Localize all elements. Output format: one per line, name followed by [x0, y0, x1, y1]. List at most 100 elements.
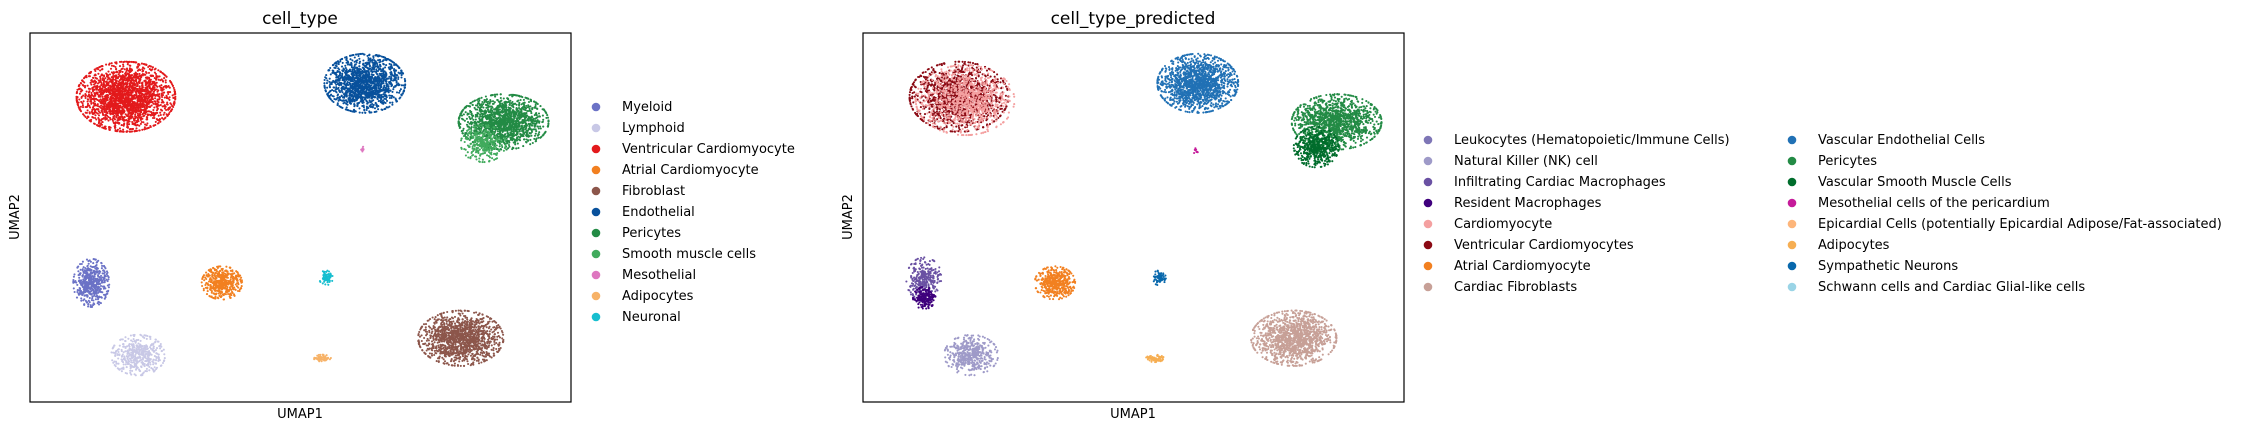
data-point — [94, 94, 97, 97]
data-point — [161, 94, 165, 97]
data-point — [115, 116, 118, 119]
data-point — [324, 76, 327, 79]
data-point — [125, 89, 128, 92]
data-point — [340, 75, 343, 78]
data-point — [547, 124, 550, 127]
data-point — [515, 113, 518, 116]
data-point — [127, 73, 130, 76]
data-point — [362, 59, 365, 62]
data-point — [382, 59, 385, 62]
data-point — [364, 77, 367, 80]
data-point — [114, 91, 117, 95]
data-point — [126, 76, 129, 79]
data-point — [394, 69, 397, 72]
data-point — [127, 107, 130, 111]
data-point — [535, 116, 538, 119]
data-point — [119, 70, 122, 73]
data-point — [539, 125, 542, 128]
data-point — [328, 84, 331, 88]
data-point — [94, 102, 97, 105]
data-point — [145, 71, 148, 75]
data-point — [82, 100, 85, 103]
data-point — [344, 108, 347, 111]
data-point — [325, 74, 328, 77]
data-point — [338, 105, 341, 108]
data-point — [155, 78, 158, 81]
data-point — [98, 125, 101, 128]
data-point — [82, 94, 85, 97]
data-point — [512, 109, 515, 112]
scatter-points — [72, 52, 550, 377]
data-point — [146, 122, 149, 125]
data-point — [154, 67, 157, 70]
data-point — [162, 105, 165, 108]
data-point — [367, 59, 370, 62]
data-point — [90, 83, 93, 86]
data-point — [387, 91, 390, 94]
data-point — [108, 63, 111, 66]
data-point — [388, 101, 392, 104]
data-point — [84, 95, 87, 98]
data-point — [379, 68, 382, 71]
data-point — [512, 147, 515, 150]
data-point — [375, 53, 378, 57]
data-point — [85, 90, 88, 93]
data-point — [120, 68, 123, 71]
data-point — [349, 102, 352, 105]
data-point — [139, 103, 143, 106]
data-point — [105, 106, 108, 109]
data-point — [144, 88, 147, 91]
data-point — [512, 102, 515, 106]
data-point — [498, 142, 502, 145]
data-point — [129, 130, 132, 133]
data-point — [121, 97, 124, 100]
data-point — [332, 100, 335, 104]
data-point — [112, 65, 115, 68]
data-point — [372, 95, 375, 98]
data-point — [126, 123, 129, 127]
data-point — [118, 98, 121, 101]
data-point — [506, 132, 509, 135]
data-point — [134, 71, 137, 74]
data-point — [486, 102, 489, 105]
data-point — [384, 56, 387, 59]
data-point — [488, 113, 491, 116]
data-point — [141, 81, 144, 84]
data-point — [130, 60, 133, 63]
data-point — [94, 116, 97, 120]
data-point — [171, 94, 174, 97]
data-point — [111, 119, 114, 122]
data-point — [96, 104, 99, 108]
data-point — [153, 114, 156, 117]
data-point — [145, 106, 149, 109]
data-point — [105, 72, 108, 75]
data-point — [350, 72, 353, 76]
data-point — [480, 115, 484, 118]
data-point — [127, 114, 130, 118]
data-point — [482, 129, 485, 133]
data-point — [353, 110, 356, 113]
data-point — [89, 106, 92, 109]
data-point — [493, 108, 497, 111]
data-point — [124, 106, 127, 109]
data-point — [81, 102, 84, 105]
data-point — [157, 89, 160, 92]
data-point — [75, 98, 78, 101]
data-point — [128, 101, 131, 104]
data-point — [328, 96, 331, 100]
data-point — [116, 90, 119, 93]
data-point — [130, 92, 133, 95]
panel-cell-type: cell_type UMAP1 UMAP2 MyeloidLymphoidVen… — [8, 9, 795, 422]
data-point — [526, 106, 529, 109]
data-point — [139, 116, 143, 119]
data-point — [108, 128, 111, 131]
data-point — [130, 78, 133, 81]
data-point — [163, 91, 166, 94]
data-point — [132, 82, 135, 85]
cluster-pericytes — [457, 93, 550, 151]
data-point — [167, 85, 170, 88]
data-point — [158, 93, 161, 96]
data-point — [382, 63, 385, 66]
data-point — [161, 79, 164, 82]
data-point — [154, 82, 157, 85]
